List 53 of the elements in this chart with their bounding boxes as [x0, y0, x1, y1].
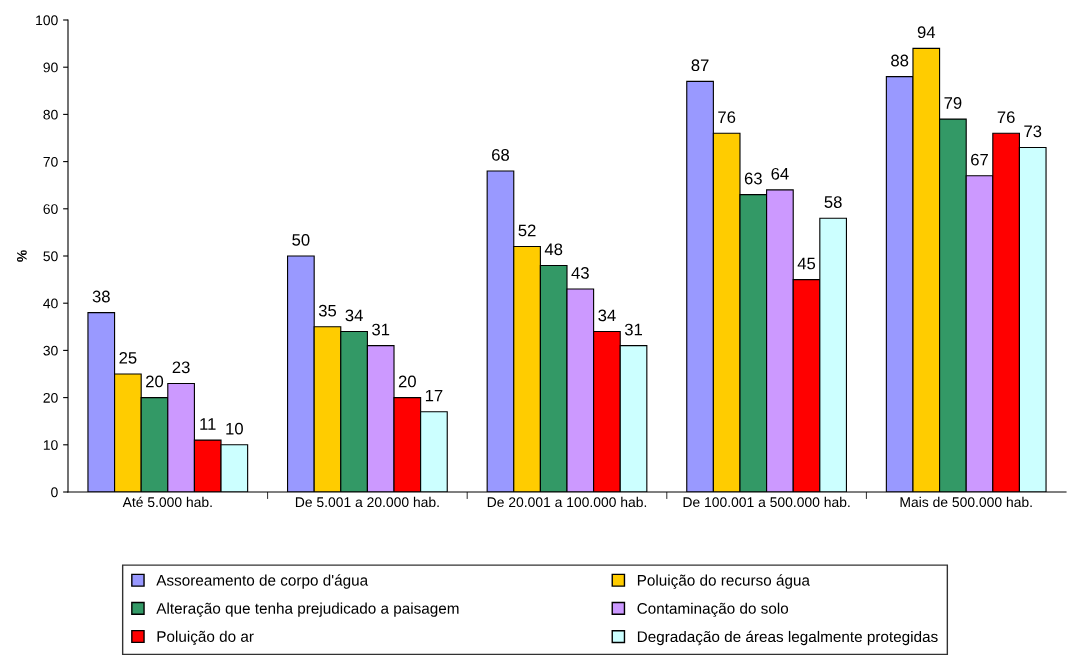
y-tick-label: 60: [43, 204, 58, 214]
legend-label: Poluição do recurso água: [637, 574, 810, 589]
data-label: 73: [1024, 125, 1042, 138]
data-label: 25: [119, 351, 137, 364]
data-label: 20: [398, 375, 416, 388]
data-label: 50: [292, 233, 310, 246]
legend-label: Alteração que tenha prejudicado a paisagem: [156, 602, 459, 617]
y-tick-label: 0: [51, 487, 58, 498]
y-tick-label: 80: [43, 109, 58, 120]
x-tick-label: De 5.001 a 20.000 hab.: [295, 496, 439, 508]
data-label: 63: [744, 172, 762, 185]
y-tick-label: 30: [43, 345, 58, 356]
x-tick-label: Até 5.000 hab.: [122, 496, 212, 508]
x-tick-label: Mais de 500.000 hab.: [900, 496, 1032, 508]
data-label: 52: [518, 224, 536, 237]
data-label: 87: [691, 59, 709, 72]
data-label: 10: [226, 422, 243, 435]
data-label: 68: [492, 149, 510, 161]
data-label: 20: [146, 375, 164, 388]
data-label: 23: [172, 361, 190, 374]
y-tick-label: 70: [43, 156, 58, 167]
data-label: 76: [718, 111, 736, 124]
legend-label: Assoreamento de corpo d'água: [156, 574, 369, 589]
data-label: 43: [571, 267, 589, 279]
data-label: 94: [917, 26, 936, 39]
x-tick-label: De 20.001 a 100.000 hab.: [487, 496, 647, 508]
data-label: 31: [624, 323, 642, 336]
y-tick-label: 50: [43, 251, 58, 262]
data-label: 38: [92, 290, 110, 303]
data-label: 34: [598, 309, 616, 322]
data-label: 48: [544, 243, 563, 256]
data-label: 11: [200, 418, 216, 430]
data-label: 17: [425, 389, 443, 402]
data-label: 64: [771, 167, 789, 180]
data-label: 31: [372, 323, 390, 336]
y-tick-label: 10: [43, 440, 58, 450]
y-axis-title: %: [17, 250, 27, 262]
data-label: 67: [971, 153, 988, 166]
data-label: 34: [345, 309, 363, 322]
data-label: 76: [997, 111, 1015, 124]
y-tick-label: 90: [43, 62, 58, 73]
legend-label: Contaminação do solo: [637, 602, 789, 617]
data-label: 45: [797, 257, 816, 270]
y-tick-label: 20: [43, 392, 58, 403]
data-label: 58: [824, 196, 842, 208]
y-tick-label: 40: [43, 298, 58, 309]
data-label: 35: [318, 304, 337, 317]
legend-label: Poluição do ar: [157, 630, 254, 646]
data-label: 79: [944, 97, 962, 109]
data-label: 88: [891, 54, 909, 67]
x-tick-label: De 100.001 a 500.000 hab.: [683, 496, 850, 508]
legend-label: Degradação de áreas legalmente protegidas: [637, 630, 938, 646]
y-tick-label: 100: [36, 15, 58, 26]
